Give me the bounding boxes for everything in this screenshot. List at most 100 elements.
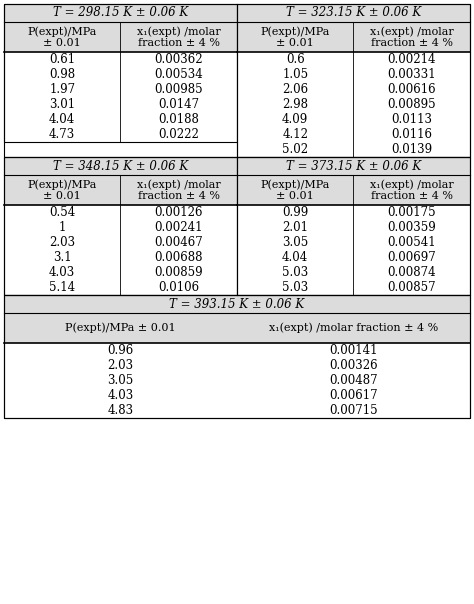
Text: T = 298.15 K ± 0.06 K: T = 298.15 K ± 0.06 K	[53, 7, 188, 19]
Bar	[4, 295, 470, 313]
Text: P(expt)/MPa: P(expt)/MPa	[261, 179, 330, 190]
Text: P(expt)/MPa: P(expt)/MPa	[261, 27, 330, 37]
Text: 0.00859: 0.00859	[155, 266, 203, 279]
Text: 0.0188: 0.0188	[158, 113, 199, 126]
Bar	[237, 175, 470, 205]
Bar	[4, 313, 470, 343]
Text: 4.12: 4.12	[282, 128, 308, 141]
Text: 0.0147: 0.0147	[158, 98, 199, 111]
Text: T = 393.15 K ± 0.06 K: T = 393.15 K ± 0.06 K	[169, 298, 305, 310]
Text: 4.03: 4.03	[49, 266, 75, 279]
Text: 0.96: 0.96	[108, 344, 134, 357]
Text: 0.00141: 0.00141	[329, 344, 378, 357]
Bar	[237, 4, 470, 22]
Text: fraction ± 4 %: fraction ± 4 %	[138, 191, 220, 201]
Text: 5.02: 5.02	[282, 143, 308, 156]
Bar	[4, 4, 237, 142]
Text: P(expt)/MPa ± 0.01: P(expt)/MPa ± 0.01	[65, 323, 176, 333]
Text: ± 0.01: ± 0.01	[44, 38, 81, 48]
Text: 0.54: 0.54	[49, 206, 75, 219]
Text: 0.00541: 0.00541	[387, 236, 436, 249]
Text: 1.05: 1.05	[282, 68, 308, 81]
Text: 4.03: 4.03	[108, 389, 134, 402]
Text: x₁(expt) /molar: x₁(expt) /molar	[370, 27, 454, 37]
Text: x₁(expt) /molar: x₁(expt) /molar	[137, 27, 220, 37]
Text: 0.00697: 0.00697	[387, 251, 436, 264]
Text: T = 348.15 K ± 0.06 K: T = 348.15 K ± 0.06 K	[53, 159, 188, 173]
Text: 0.00617: 0.00617	[329, 389, 378, 402]
Bar	[4, 4, 237, 142]
Text: P(expt)/MPa: P(expt)/MPa	[27, 27, 97, 37]
Text: 0.00467: 0.00467	[155, 236, 203, 249]
Text: T = 323.15 K ± 0.06 K: T = 323.15 K ± 0.06 K	[286, 7, 421, 19]
Text: 4.09: 4.09	[282, 113, 309, 126]
Text: 3.01: 3.01	[49, 98, 75, 111]
Text: 0.0222: 0.0222	[158, 128, 199, 141]
Text: x₁(expt) /molar fraction ± 4 %: x₁(expt) /molar fraction ± 4 %	[269, 323, 438, 333]
Text: 0.00688: 0.00688	[155, 251, 203, 264]
Text: P(expt)/MPa: P(expt)/MPa	[27, 179, 97, 190]
Text: 2.01: 2.01	[282, 221, 308, 234]
Text: x₁(expt) /molar: x₁(expt) /molar	[370, 179, 454, 190]
Text: 0.00857: 0.00857	[387, 281, 436, 294]
Text: 2.03: 2.03	[49, 236, 75, 249]
Text: 2.03: 2.03	[108, 359, 134, 372]
Text: 0.00214: 0.00214	[388, 53, 436, 66]
Text: 4.83: 4.83	[108, 404, 134, 417]
Text: 4.73: 4.73	[49, 128, 75, 141]
Bar	[237, 157, 470, 175]
Text: 3.1: 3.1	[53, 251, 72, 264]
Bar	[237, 22, 470, 52]
Text: ± 0.01: ± 0.01	[276, 38, 314, 48]
Text: 0.00895: 0.00895	[387, 98, 436, 111]
Text: 5.14: 5.14	[49, 281, 75, 294]
Text: 0.00126: 0.00126	[155, 206, 203, 219]
Text: 0.00985: 0.00985	[155, 83, 203, 96]
Text: 0.0116: 0.0116	[391, 128, 432, 141]
Text: 0.99: 0.99	[282, 206, 309, 219]
Bar	[4, 157, 237, 175]
Text: 1.97: 1.97	[49, 83, 75, 96]
Bar	[4, 295, 470, 418]
Text: 0.00175: 0.00175	[387, 206, 436, 219]
Text: x₁(expt) /molar: x₁(expt) /molar	[137, 179, 220, 190]
Text: 0.00241: 0.00241	[155, 221, 203, 234]
Text: 0.0106: 0.0106	[158, 281, 199, 294]
Text: 2.06: 2.06	[282, 83, 308, 96]
Bar	[237, 157, 470, 295]
Bar	[4, 175, 237, 205]
Text: 0.6: 0.6	[286, 53, 305, 66]
Bar	[4, 295, 470, 418]
Bar	[4, 157, 470, 295]
Text: 0.00362: 0.00362	[155, 53, 203, 66]
Text: 4.04: 4.04	[282, 251, 309, 264]
Text: 0.00331: 0.00331	[387, 68, 436, 81]
Text: 0.0139: 0.0139	[391, 143, 432, 156]
Text: 1: 1	[59, 221, 66, 234]
Text: ± 0.01: ± 0.01	[44, 191, 81, 201]
Text: fraction ± 4 %: fraction ± 4 %	[371, 191, 453, 201]
Bar	[237, 4, 470, 157]
Text: 0.00715: 0.00715	[329, 404, 378, 417]
Text: 0.61: 0.61	[49, 53, 75, 66]
Bar	[4, 157, 237, 295]
Text: 4.04: 4.04	[49, 113, 75, 126]
Bar	[4, 157, 470, 295]
Text: 0.00616: 0.00616	[387, 83, 436, 96]
Text: 5.03: 5.03	[282, 266, 309, 279]
Text: ± 0.01: ± 0.01	[276, 191, 314, 201]
Bar	[4, 295, 470, 418]
Text: fraction ± 4 %: fraction ± 4 %	[138, 38, 220, 48]
Text: 0.98: 0.98	[49, 68, 75, 81]
Bar	[4, 295, 470, 418]
Text: 0.00534: 0.00534	[155, 68, 203, 81]
Text: 3.05: 3.05	[282, 236, 309, 249]
Text: 0.0113: 0.0113	[391, 113, 432, 126]
Bar	[4, 22, 237, 52]
Text: 0.00874: 0.00874	[387, 266, 436, 279]
Text: T = 373.15 K ± 0.06 K: T = 373.15 K ± 0.06 K	[286, 159, 421, 173]
Bar	[4, 4, 470, 157]
Bar	[4, 4, 470, 157]
Bar	[4, 157, 237, 295]
Bar	[237, 4, 470, 157]
